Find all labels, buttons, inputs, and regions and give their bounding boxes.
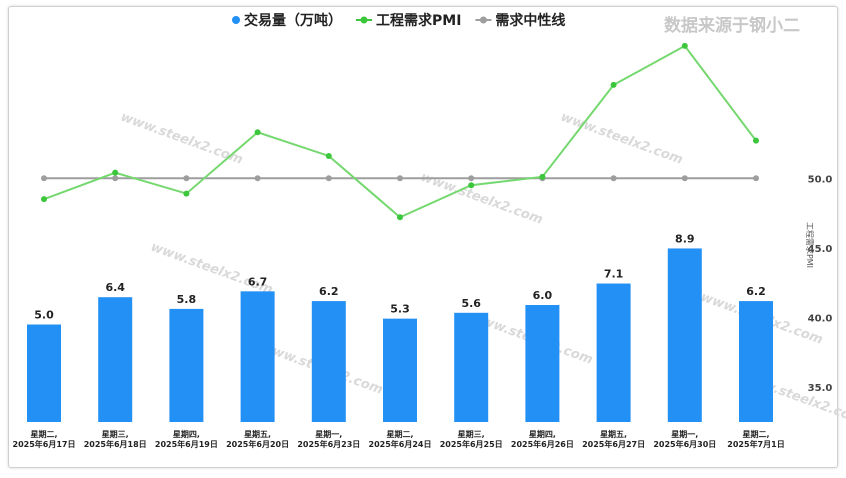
x-tick-label: 星期一, 2025年6月30日 (653, 429, 716, 449)
legend: 交易量（万吨） 工程需求PMI 需求中性线 (232, 12, 565, 29)
bar (98, 297, 133, 422)
pmi-point (325, 152, 332, 159)
bar (454, 312, 489, 422)
bar-data-label: 6.0 (533, 289, 553, 302)
pmi-point (183, 190, 190, 197)
neutral-line-point (397, 175, 403, 182)
bar (169, 308, 204, 422)
points (41, 42, 759, 221)
neutral-line-point (254, 175, 261, 182)
pmi-point (610, 81, 617, 88)
x-tick-label: 星期二, 2025年6月17日 (13, 429, 76, 449)
legend-marker (232, 16, 240, 24)
x-tick-label: 星期四, 2025年6月26日 (511, 429, 574, 449)
bar (667, 248, 702, 422)
bar (525, 305, 560, 422)
legend-marker (479, 16, 487, 24)
x-tick-label: 星期二, 2025年7月1日 (727, 429, 784, 449)
source-watermark: 数据来源于钢小二 (664, 15, 800, 36)
x-tick-label: 星期五, 2025年6月20日 (226, 429, 289, 449)
legend-label: 交易量（万吨） (244, 12, 342, 29)
bar-data-label: 5.6 (461, 297, 481, 310)
bar (27, 324, 61, 422)
neutral-line-point (112, 175, 119, 182)
bar-data-label: 5.0 (34, 309, 54, 322)
bg-watermark: www.steelx2.com (559, 110, 685, 168)
bar-data-label: 6.4 (105, 281, 125, 294)
bar (383, 318, 417, 422)
x-tick-label: 星期二, 2025年6月24日 (369, 429, 432, 449)
neutral-line-point (681, 175, 688, 182)
pmi-point (254, 129, 261, 136)
neutral-line-point (325, 175, 332, 182)
pmi-point (397, 214, 403, 221)
bar (240, 291, 275, 422)
right-axis-label: 工程需求PMI (805, 222, 815, 268)
legend-label: 需求中性线 (495, 12, 565, 29)
x-tick-label: 星期三, 2025年6月18日 (84, 429, 147, 449)
neutral-line-point (468, 175, 475, 182)
bar-data-label: 7.1 (604, 268, 624, 281)
bar-data-label: 6.2 (746, 285, 766, 298)
right-axis-tick: 40.0 (808, 314, 833, 325)
bar-data-label: 8.9 (675, 232, 695, 245)
neutral-line-point (183, 175, 190, 182)
right-axis-tick: 50.0 (808, 174, 833, 185)
pmi-point (539, 173, 546, 180)
pmi-point (753, 137, 759, 144)
x-tick-label: 星期一, 2025年6月23日 (297, 429, 360, 449)
pmi-point (112, 169, 119, 176)
bar (596, 283, 631, 422)
bar-data-label: 5.8 (177, 293, 197, 306)
bg-watermark: www.steelx2.com (149, 240, 275, 298)
y-axis-ticks: 35.0 40.0 45.0 50.0 (808, 174, 833, 394)
legend-marker (360, 16, 368, 24)
pmi-point (468, 182, 475, 189)
bar (739, 301, 773, 422)
legend-label: 工程需求PMI (376, 12, 461, 29)
bar (311, 301, 346, 422)
right-axis-tick: 45.0 (808, 244, 833, 255)
bar-data-label: 5.3 (390, 303, 410, 316)
pmi-point (41, 196, 47, 203)
bars (27, 248, 773, 422)
bar-data-label: 6.7 (248, 275, 268, 288)
neutral-line-point (753, 175, 759, 182)
data-labels: 5.0 6.4 5.8 6.7 6.2 5.3 5.6 6.0 7.1 8.9 6.2 (34, 232, 766, 321)
neutral-line-point (41, 175, 47, 182)
neutral-line-point (610, 175, 617, 182)
pmi-point (681, 42, 688, 49)
x-tick-label: 星期三, 2025年6月25日 (440, 429, 503, 449)
bar-data-label: 6.2 (319, 285, 339, 298)
right-axis-tick: 35.0 (808, 383, 833, 394)
x-tick-label: 星期四, 2025年6月19日 (155, 429, 218, 449)
x-tick-label: 星期五, 2025年6月27日 (582, 429, 645, 449)
